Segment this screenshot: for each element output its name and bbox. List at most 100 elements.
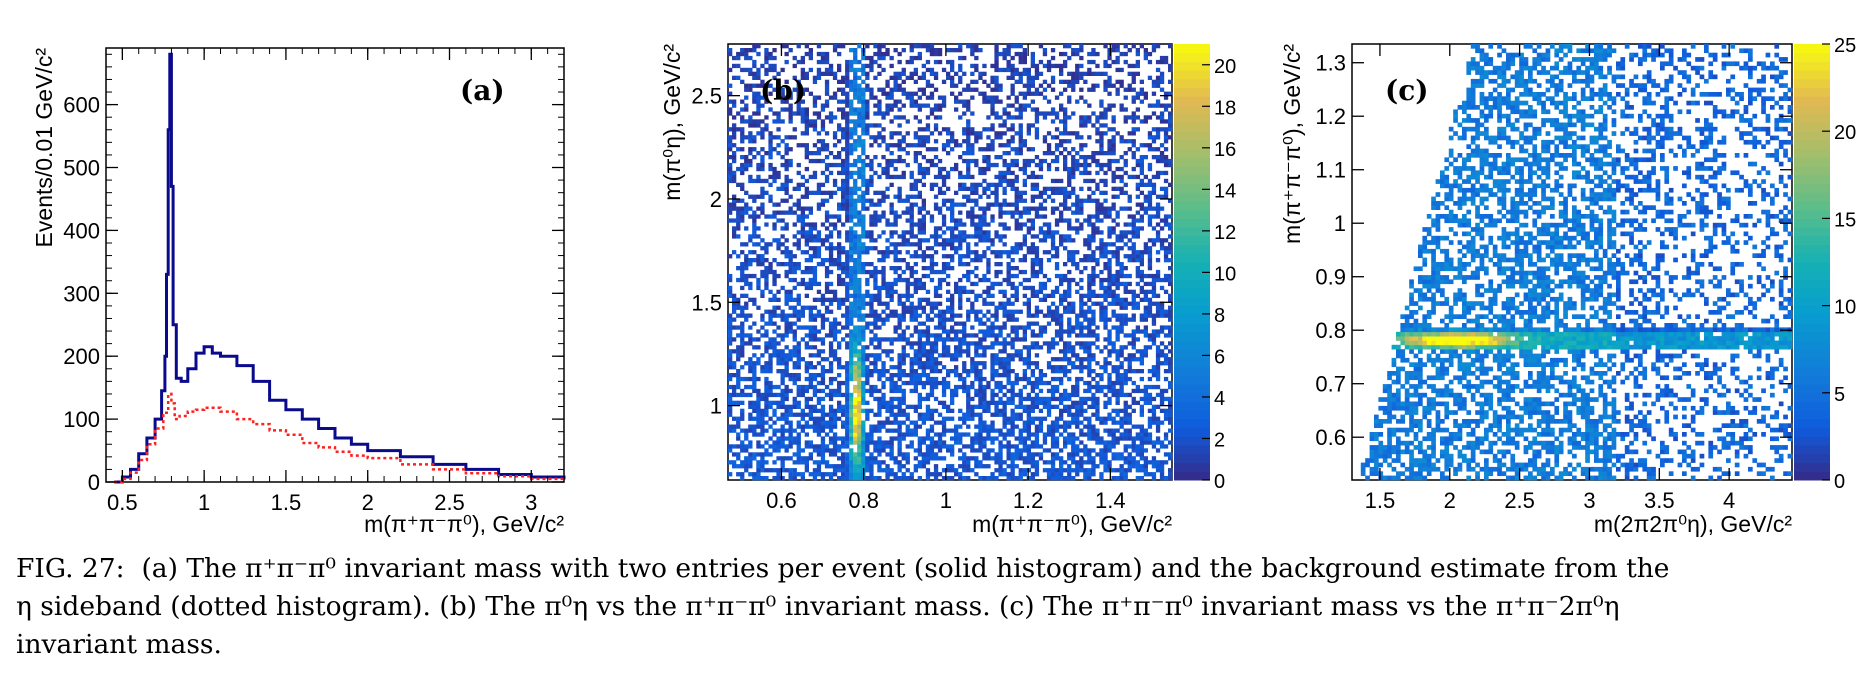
heatmap-cell bbox=[925, 83, 931, 88]
heatmap-cell bbox=[950, 63, 955, 69]
heatmap-cell bbox=[816, 147, 822, 152]
heatmap-cell bbox=[905, 285, 910, 291]
heatmap-cell bbox=[820, 424, 826, 429]
heatmap-cell bbox=[808, 48, 813, 53]
heatmap-cell bbox=[728, 210, 733, 215]
heatmap-cell bbox=[917, 448, 922, 453]
heatmap-cell bbox=[1054, 357, 1060, 362]
heatmap-cell bbox=[909, 432, 914, 437]
heatmap-cell bbox=[772, 309, 777, 314]
heatmap-cell bbox=[925, 297, 931, 302]
heatmap-cell bbox=[909, 444, 914, 449]
heatmap-cell bbox=[828, 452, 834, 457]
heatmap-cell bbox=[994, 313, 999, 318]
heatmap-cell bbox=[820, 416, 826, 421]
heatmap-cell bbox=[1063, 468, 1068, 473]
heatmap-cell bbox=[929, 182, 935, 187]
heatmap-cell bbox=[772, 238, 777, 243]
heatmap-cell bbox=[853, 162, 858, 168]
heatmap-cell bbox=[921, 384, 926, 390]
heatmap-cell bbox=[905, 424, 910, 429]
heatmap-cell bbox=[857, 254, 862, 259]
heatmap-cell bbox=[845, 123, 850, 128]
heatmap-cell bbox=[780, 67, 785, 73]
heatmap-cell bbox=[1046, 63, 1052, 69]
heatmap-cell bbox=[966, 412, 971, 417]
heatmap-cell bbox=[877, 123, 882, 128]
heatmap-cell bbox=[796, 301, 801, 306]
heatmap-cell bbox=[804, 361, 809, 366]
heatmap-cell bbox=[857, 388, 862, 394]
heatmap-cell bbox=[1010, 139, 1015, 144]
heatmap-cell bbox=[897, 412, 902, 417]
heatmap-cell bbox=[978, 464, 983, 469]
heatmap-cell bbox=[768, 436, 773, 441]
heatmap-cell bbox=[1010, 158, 1015, 164]
heatmap-cell bbox=[873, 51, 878, 57]
heatmap-cell bbox=[994, 460, 999, 465]
heatmap-cell bbox=[889, 285, 894, 291]
heatmap-cell bbox=[804, 384, 809, 390]
heatmap-cell bbox=[853, 83, 858, 88]
heatmap-cell bbox=[869, 329, 874, 334]
heatmap-cell bbox=[841, 246, 846, 251]
heatmap-cell bbox=[925, 317, 931, 322]
heatmap-cell bbox=[748, 341, 753, 346]
heatmap-cell bbox=[756, 460, 761, 465]
heatmap-cell bbox=[800, 119, 805, 124]
heatmap-cell bbox=[748, 139, 753, 144]
heatmap-cell bbox=[820, 325, 826, 330]
heatmap-cell bbox=[909, 345, 914, 350]
heatmap-cell bbox=[889, 107, 894, 112]
heatmap-cell bbox=[1034, 87, 1040, 92]
heatmap-cell bbox=[990, 218, 995, 223]
heatmap-cell bbox=[950, 59, 955, 65]
heatmap-cell bbox=[1050, 246, 1056, 251]
heatmap-cell bbox=[748, 444, 753, 449]
heatmap-cell bbox=[857, 198, 862, 203]
heatmap-cell bbox=[986, 432, 991, 437]
heatmap-cell bbox=[792, 87, 797, 92]
heatmap-cell bbox=[958, 349, 963, 354]
heatmap-cell bbox=[1059, 71, 1064, 76]
heatmap-cell bbox=[768, 321, 773, 326]
heatmap-cell bbox=[998, 254, 1003, 259]
heatmap-cell bbox=[728, 349, 733, 354]
heatmap-cell bbox=[917, 436, 922, 441]
heatmap-cell bbox=[889, 103, 894, 108]
heatmap-cell bbox=[897, 214, 902, 219]
heatmap-cell bbox=[917, 301, 922, 306]
heatmap-cell bbox=[1034, 182, 1040, 187]
heatmap-cell bbox=[1067, 412, 1072, 417]
heatmap-cell bbox=[913, 353, 918, 358]
heatmap-cell bbox=[845, 59, 850, 65]
heatmap-cell bbox=[1010, 202, 1015, 207]
heatmap-cell bbox=[865, 250, 870, 255]
heatmap-cell bbox=[865, 162, 870, 168]
heatmap-cell bbox=[1006, 448, 1011, 453]
heatmap-cell bbox=[974, 472, 979, 477]
heatmap-cell bbox=[1018, 166, 1023, 172]
heatmap-cell bbox=[861, 262, 866, 267]
heatmap-cell bbox=[1038, 329, 1044, 334]
heatmap-cell bbox=[937, 380, 943, 386]
heatmap-cell bbox=[901, 333, 906, 338]
heatmap-cell bbox=[929, 349, 935, 354]
heatmap-cell bbox=[788, 349, 793, 354]
heatmap-cell bbox=[1059, 63, 1064, 69]
heatmap-cell bbox=[881, 139, 886, 144]
heatmap-cell bbox=[958, 143, 963, 148]
heatmap-cell bbox=[929, 147, 935, 152]
heatmap-cell bbox=[933, 456, 939, 461]
heatmap-cell bbox=[857, 285, 862, 291]
heatmap-cell bbox=[982, 400, 987, 405]
heatmap-cell bbox=[1042, 79, 1048, 84]
heatmap-cell bbox=[893, 87, 898, 92]
heatmap-cell bbox=[877, 396, 882, 402]
heatmap-cell bbox=[732, 194, 737, 199]
heatmap-cell bbox=[732, 297, 737, 302]
heatmap-cell bbox=[873, 476, 878, 481]
heatmap-cell bbox=[744, 468, 749, 473]
heatmap-cell bbox=[788, 266, 793, 271]
